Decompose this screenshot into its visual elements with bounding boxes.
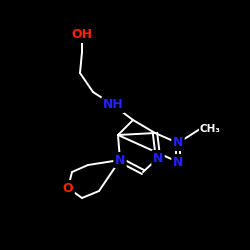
Text: NH: NH (103, 98, 124, 112)
Text: N: N (153, 152, 163, 164)
Text: N: N (173, 136, 183, 149)
Text: O: O (63, 182, 73, 194)
Text: N: N (173, 156, 183, 168)
Text: N: N (115, 154, 125, 166)
Text: OH: OH (72, 28, 92, 42)
Text: CH₃: CH₃ (200, 124, 221, 134)
